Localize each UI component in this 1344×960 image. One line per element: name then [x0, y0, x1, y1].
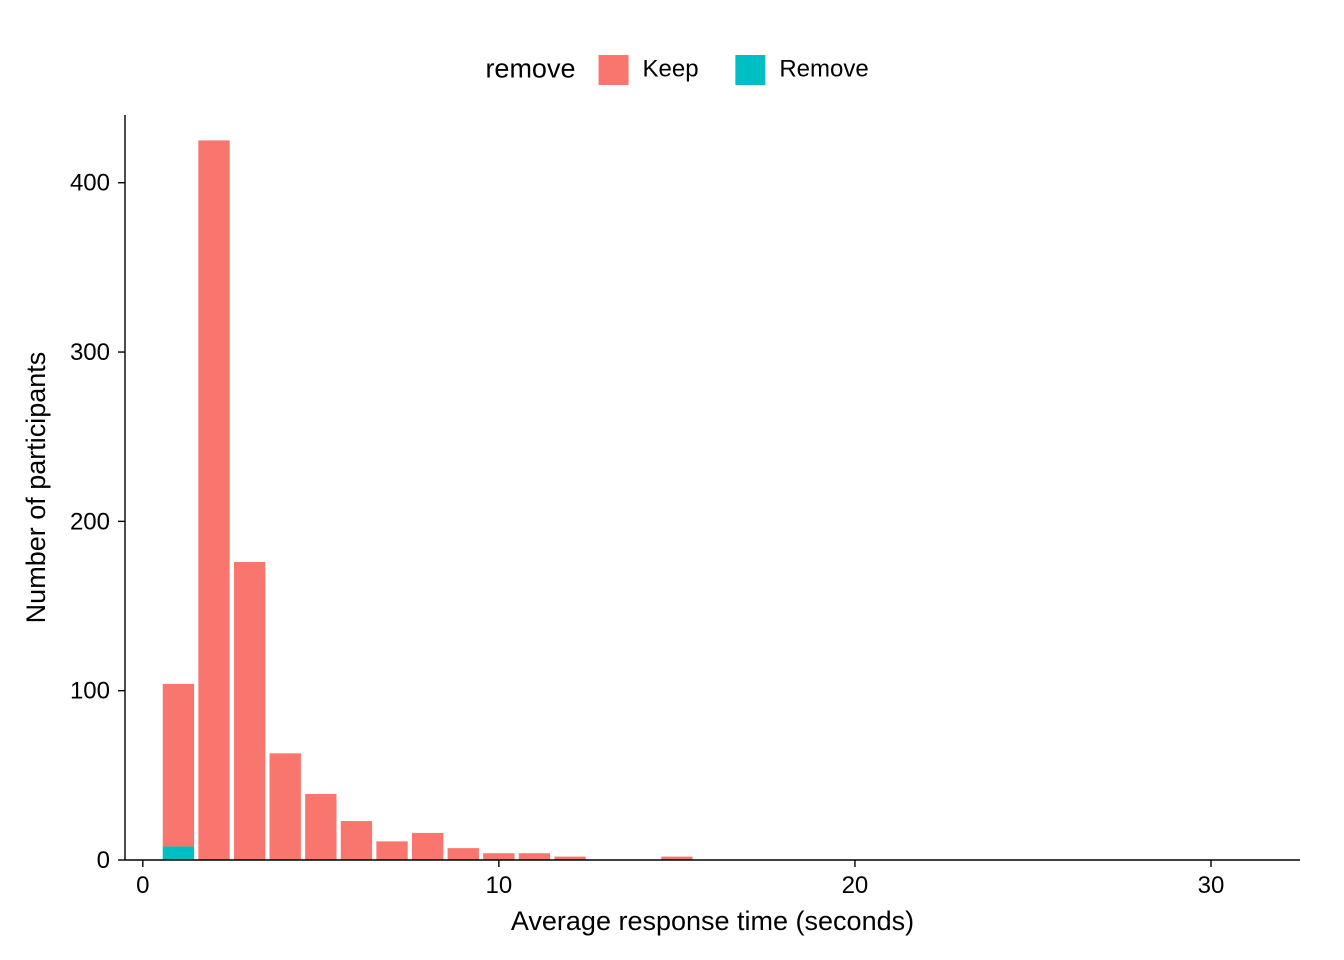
bar-keep — [198, 140, 229, 860]
bar-keep — [376, 841, 407, 860]
x-tick-label: 20 — [842, 872, 869, 899]
y-tick-label: 200 — [70, 508, 110, 535]
x-axis-title: Average response time (seconds) — [511, 906, 914, 936]
y-axis-title: Number of participants — [21, 352, 51, 624]
y-tick-label: 100 — [70, 678, 110, 705]
bar-keep — [234, 562, 265, 860]
x-tick-label: 30 — [1198, 872, 1225, 899]
bar-keep — [519, 853, 550, 860]
legend-swatch-remove — [735, 55, 765, 85]
bar-remove — [163, 846, 194, 860]
bar-keep — [270, 753, 301, 860]
y-tick-label: 0 — [97, 847, 110, 874]
bar-keep — [163, 684, 194, 847]
x-tick-label: 10 — [486, 872, 513, 899]
bar-keep — [341, 821, 372, 860]
y-tick-label: 300 — [70, 339, 110, 366]
legend-title: remove — [485, 54, 575, 84]
histogram-chart: 01020300100200300400Average response tim… — [0, 0, 1344, 960]
y-tick-label: 400 — [70, 170, 110, 197]
bar-keep — [448, 848, 479, 860]
legend-label-keep: Keep — [643, 56, 699, 83]
bar-keep — [305, 794, 336, 860]
legend-label-remove: Remove — [779, 56, 868, 83]
x-tick-label: 0 — [136, 872, 149, 899]
legend-swatch-keep — [599, 55, 629, 85]
legend: remove Keep Remove — [485, 54, 868, 86]
bar-keep — [412, 833, 443, 860]
chart-svg: 01020300100200300400Average response tim… — [0, 0, 1344, 960]
bar-keep — [483, 853, 514, 860]
